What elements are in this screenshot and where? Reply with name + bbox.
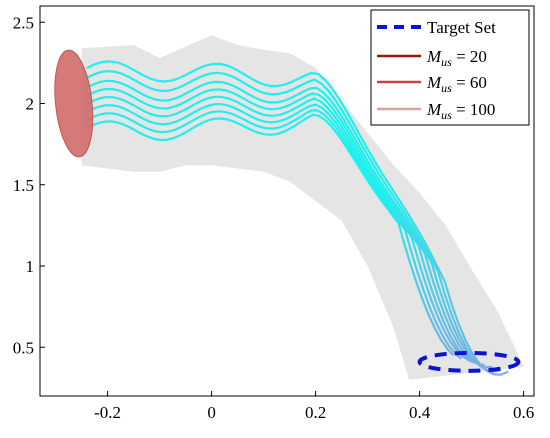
y-tick-label: 0.5 — [13, 338, 34, 357]
trajectory-8 — [86, 113, 455, 357]
legend-label-sub: us — [441, 108, 452, 122]
target-set — [417, 350, 521, 373]
axes-frame — [39, 5, 535, 397]
legend-label-main: M — [426, 73, 442, 92]
trajectory-1 — [86, 60, 509, 376]
legend-label-target-set: Target Set — [427, 18, 496, 37]
plot-area — [54, 35, 524, 380]
trajectory-2 — [86, 69, 501, 373]
trajectory-7 — [86, 109, 462, 360]
legend-label-mus-60: Mus = 60 — [426, 73, 487, 95]
y-tick-label: 1.5 — [13, 176, 34, 195]
trajectory-6 — [86, 102, 470, 362]
y-tick-label: 2.5 — [13, 13, 34, 32]
legend-label-main: M — [426, 47, 442, 66]
legend: Target Set Mus = 20 Mus = 60 Mus = 100 — [370, 9, 530, 126]
initial-set — [54, 49, 94, 158]
legend-label-rest: = 60 — [452, 73, 487, 92]
legend-label-sub: us — [441, 55, 452, 69]
x-tick-label: 0.6 — [513, 403, 534, 422]
y-tick-label: 1 — [26, 257, 35, 276]
x-tick-label: 0.4 — [409, 403, 431, 422]
legend-label-rest: = 20 — [452, 47, 487, 66]
legend-label-sub: us — [441, 81, 452, 95]
legend-label-main: M — [426, 100, 442, 119]
legend-label-rest: = 100 — [452, 100, 496, 119]
trajectory-5 — [86, 95, 478, 365]
legend-label-mus-20: Mus = 20 — [426, 47, 487, 69]
y-tick-label: 2 — [26, 95, 35, 114]
y-axis: 0.5 1 1.5 2 2.5 — [13, 13, 45, 357]
x-tick-label: 0.2 — [305, 403, 326, 422]
legend-label-mus-100: Mus = 100 — [426, 100, 495, 122]
x-tick-label: 0 — [207, 403, 216, 422]
x-axis: -0.2 0 0.2 0.4 0.6 — [94, 391, 534, 422]
legend-box — [370, 9, 530, 126]
x-tick-label: -0.2 — [94, 403, 121, 422]
trajectory-4 — [86, 87, 485, 367]
trajectory-3 — [86, 79, 493, 369]
